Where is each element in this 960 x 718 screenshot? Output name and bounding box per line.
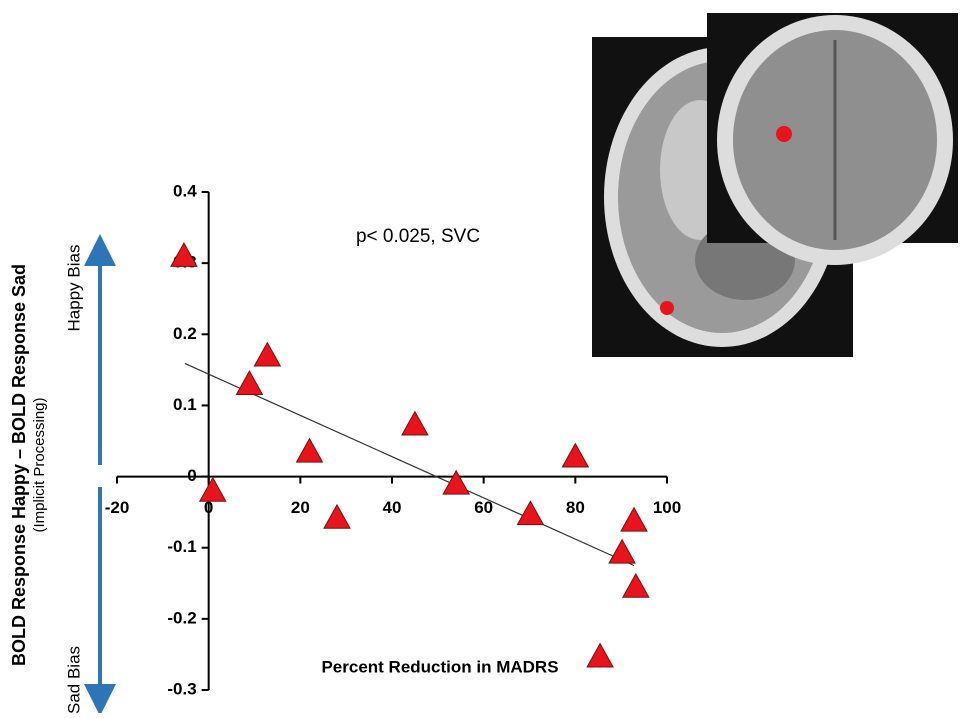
x-tick-label: 100 (653, 498, 681, 517)
happy-bias-label: Happy Bias (64, 245, 83, 332)
y-tick-label: 0 (187, 466, 196, 485)
brain-image-coronal (707, 13, 958, 265)
point (297, 439, 323, 462)
page: {"chart_data": {"type": "scatter", "x_la… (0, 0, 960, 713)
point (623, 574, 649, 597)
point (200, 478, 226, 501)
sad-bias-label: Sad Bias (64, 646, 83, 713)
x-tick-label: 20 (291, 498, 310, 517)
y-tick-label: 0.1 (173, 395, 197, 414)
x-tick-label: -20 (105, 498, 130, 517)
y-tick-label: 0.2 (173, 324, 197, 343)
y-axis-sublabel: (Implicit Processing) (31, 397, 48, 532)
point (609, 540, 635, 563)
point (621, 508, 647, 531)
x-tick-label: 80 (566, 498, 585, 517)
point (443, 471, 469, 494)
point (517, 501, 543, 524)
x-axis-label: Percent Reduction in MADRS (321, 657, 558, 676)
point (236, 371, 262, 394)
y-tick-label: -0.2 (167, 608, 196, 627)
y-tick-label: 0.4 (173, 181, 197, 200)
point (402, 412, 428, 435)
point (587, 644, 613, 667)
point (562, 444, 588, 467)
chart: Happy Bias Sad Bias BOLD Response Happy … (0, 0, 960, 713)
y-tick-label: -0.1 (167, 537, 196, 556)
y-axis-label: BOLD Response Happy – BOLD Response Sad (9, 264, 29, 666)
point (324, 505, 350, 528)
x-tick-label: 40 (383, 498, 402, 517)
y-tick-label: -0.3 (167, 679, 196, 698)
point (254, 343, 280, 366)
stat-annotation: p< 0.025, SVC (356, 226, 480, 247)
